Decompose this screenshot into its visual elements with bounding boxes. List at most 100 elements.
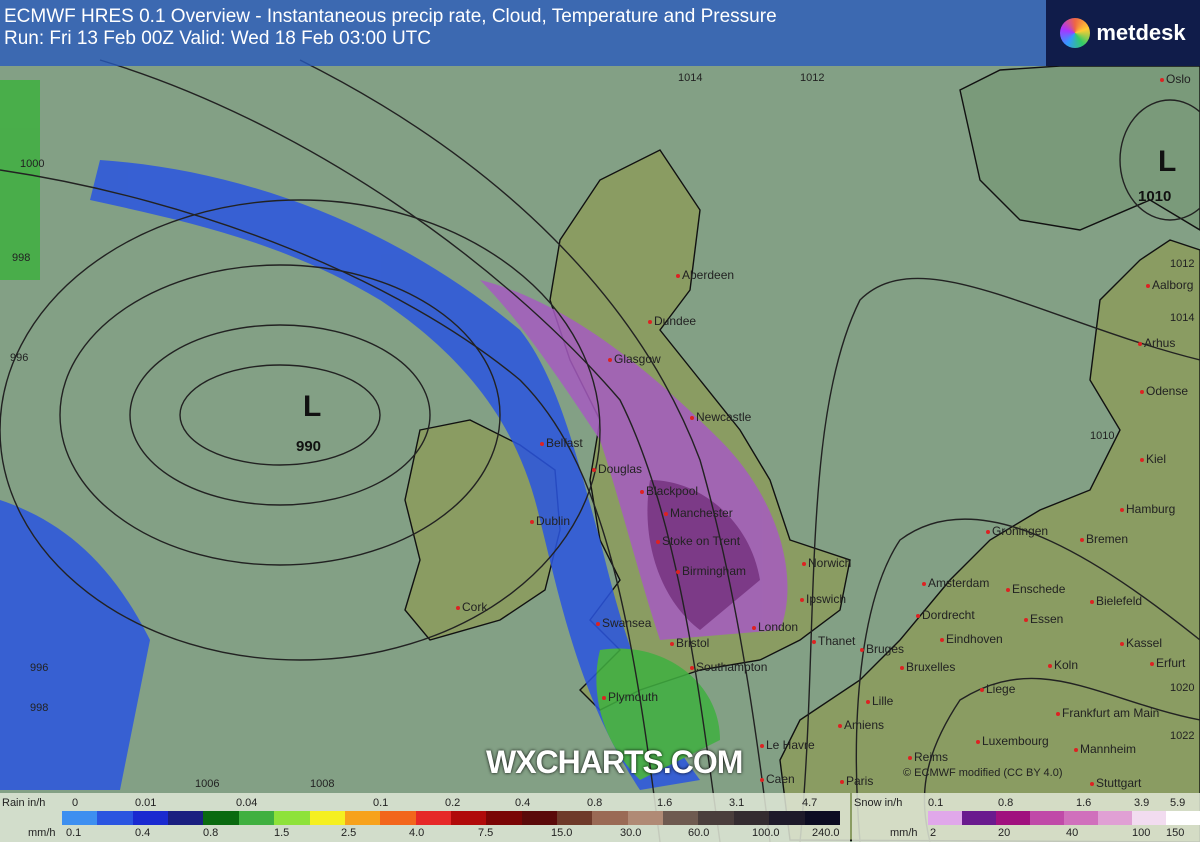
rain-mm-tick: 1.5 [274,827,290,839]
color-swatch [698,811,734,825]
isobar-label: 996 [30,662,49,674]
color-swatch [733,811,770,825]
city-label: Bruxelles [900,660,955,674]
color-swatch [132,811,169,825]
isobar-label: 1020 [1170,682,1195,694]
city-label: Arhus [1138,336,1175,350]
snow-in-tick: 5.9 [1170,797,1186,809]
color-swatch [380,811,416,825]
city-label: Stoke on Trent [656,534,740,548]
city-label: Kiel [1140,452,1166,466]
rain-in-tick: 0.1 [373,797,389,809]
city-label: Bruges [860,642,904,656]
city-label: Hamburg [1120,502,1175,516]
city-label: Oslo [1160,72,1191,86]
rain-mm-tick: 240.0 [812,827,840,839]
low-pressure-value: 1010 [1138,188,1172,205]
rain-mm-tick: 4.0 [409,827,425,839]
city-label: Eindhoven [940,632,1003,646]
color-swatch [769,811,805,825]
city-label: Groningen [986,524,1048,538]
color-swatch [663,811,699,825]
isobar-label: 1000 [20,158,45,170]
city-label: Amiens [838,718,884,732]
rain-mm-tick: 0.4 [135,827,151,839]
snow-in-tick: 1.6 [1076,797,1092,809]
rain-in-tick: 0.04 [236,797,258,809]
city-label: Dublin [530,514,570,528]
isobar-label: 1014 [1170,312,1195,324]
color-swatch [928,811,962,825]
color-swatch [486,811,522,825]
snow-mm-tick: 100 [1132,827,1151,839]
precip [0,80,788,790]
isobar-label: 1012 [1170,258,1195,270]
city-label: Paris [840,774,873,788]
city-label: Stuttgart [1090,776,1141,790]
city-label: Kassel [1120,636,1162,650]
color-swatch [804,811,840,825]
logo-text: metdesk [1096,20,1186,45]
rain-in-tick: 0.4 [515,797,531,809]
color-swatch [62,811,98,825]
color-swatch [1132,811,1166,825]
city-label: Thanet [812,634,855,648]
color-swatch [557,811,593,825]
isobar-label: 998 [12,252,31,264]
isobar-label: 1008 [310,778,335,790]
rain-legend: Rain in/h mm/h 0 0.01 0.04 0.1 0.2 0.4 0.8 1.6 3… [0,793,850,842]
color-swatch [1064,811,1098,825]
city-label: Blackpool [640,484,698,498]
city-label: Cork [456,600,487,614]
rain-mm-tick: 60.0 [688,827,710,839]
rain-color-scale [62,811,840,825]
snow-mm-tick: 2 [930,827,937,839]
rain-mm-tick: 2.5 [341,827,357,839]
city-label: Norwich [802,556,851,570]
city-label: Liege [980,682,1015,696]
rain-in-tick: 0.8 [587,797,603,809]
city-label: Manchester [664,506,733,520]
snow-mm-tick: 150 [1166,827,1185,839]
isobar-label: 1012 [800,72,825,84]
rain-mm-tick: 0.1 [66,827,82,839]
color-swatch [521,811,558,825]
snow-in-tick: 0.8 [998,797,1014,809]
city-label: Plymouth [602,690,658,704]
low-symbol: L [303,390,322,423]
city-label: Bristol [670,636,709,650]
color-swatch [415,811,451,825]
color-swatch [97,811,133,825]
rain-in-tick: 0.2 [445,797,461,809]
color-swatch [592,811,628,825]
city-label: Koln [1048,658,1078,672]
logo-icon [1060,18,1091,48]
city-label: Enschede [1006,582,1065,596]
city-label: Mannheim [1074,742,1136,756]
isobar-label: 1014 [678,72,703,84]
snow-mm-tick: 20 [998,827,1011,839]
city-label: Belfast [540,436,583,450]
city-label: Le Havre [760,738,815,752]
rain-sw [596,648,720,780]
norway [959,65,1200,231]
isobar-label: 996 [10,352,29,364]
color-swatch [1166,811,1200,825]
rain-nw-edge [0,80,40,280]
color-swatch [1030,811,1064,825]
city-label: Swansea [596,616,651,630]
color-swatch [1098,811,1132,825]
city-label: Luxembourg [976,734,1049,748]
low-pressure-value: 990 [296,438,322,455]
snow-in-tick: 3.9 [1134,797,1150,809]
rain-in-tick: 3.1 [729,797,745,809]
city-label: Erfurt [1150,656,1185,670]
snow-mm-label: mm/h [890,827,918,839]
metdesk-logo: metdesk [1046,0,1200,66]
city-label: Reims [908,750,948,764]
color-swatch [309,811,345,825]
isobar-label: 998 [30,702,49,714]
city-label: Aalborg [1146,278,1193,292]
city-label: Bremen [1080,532,1128,546]
